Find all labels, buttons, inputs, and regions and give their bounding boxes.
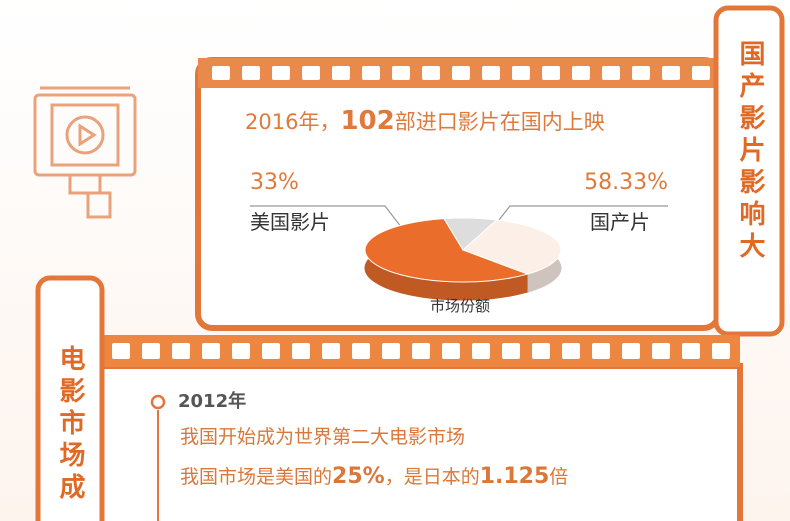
sprocket-hole xyxy=(632,66,650,80)
sprocket-hole xyxy=(542,66,560,80)
side-banner: 国产影片影响大 xyxy=(735,40,765,264)
sprocket-hole xyxy=(302,66,320,80)
timeline-text: 我国市场是美国的25%，是日本的1.125倍 xyxy=(180,466,568,488)
sprocket-hole xyxy=(362,66,380,80)
text-part: 我国市场是美国的 xyxy=(180,466,333,488)
sprocket-hole xyxy=(512,66,530,80)
sprocket-hole xyxy=(142,343,160,359)
heading: 2016年，102部进口影片在国内上映 xyxy=(245,108,605,134)
chart-caption: 市场份额 xyxy=(430,297,491,315)
sprocket-hole xyxy=(712,343,730,359)
section-title: 电影市场成 xyxy=(55,345,85,505)
bottom-frame xyxy=(97,363,743,521)
value-label: 33% xyxy=(250,170,299,195)
timeline-year: 2012年 xyxy=(178,391,247,412)
sprocket-hole xyxy=(272,66,290,80)
category-label: 美国影片 xyxy=(250,210,330,234)
sprocket-hole xyxy=(472,343,490,359)
timeline-dot xyxy=(150,394,166,410)
sprocket-hole xyxy=(662,66,680,80)
heading-number: 102 xyxy=(340,106,395,136)
sprocket-hole xyxy=(352,343,370,359)
sprocket-hole xyxy=(232,343,250,359)
sprocket-hole xyxy=(502,343,520,359)
sprocket-hole xyxy=(392,66,410,80)
sprocket-hole xyxy=(242,66,260,80)
sprocket-hole xyxy=(592,343,610,359)
sprocket-hole xyxy=(322,343,340,359)
leader-line xyxy=(494,205,668,226)
highlight: 25% xyxy=(332,464,385,489)
category-label: 国产片 xyxy=(590,210,650,234)
sprocket-hole xyxy=(172,343,190,359)
sprocket-hole xyxy=(682,343,700,359)
highlight: 1.125 xyxy=(479,464,550,489)
sprocket-hole xyxy=(622,343,640,359)
sprocket-hole xyxy=(692,66,710,80)
sprocket-hole xyxy=(412,343,430,359)
sprocket-hole xyxy=(572,66,590,80)
timeline-text: 我国开始成为世界第二大电影市场 xyxy=(180,428,465,447)
camera-icon xyxy=(33,86,137,219)
pie-slice xyxy=(443,217,498,251)
text-part: 倍 xyxy=(549,466,569,488)
sprocket-hole xyxy=(482,66,500,80)
sprocket-hole xyxy=(452,66,470,80)
sprocket-hole xyxy=(332,66,350,80)
pie-slice xyxy=(364,218,530,283)
sprocket-hole xyxy=(652,343,670,359)
sprocket-hole xyxy=(292,343,310,359)
sprocket-hole xyxy=(532,343,550,359)
text-part: ，是日本的 xyxy=(384,466,480,488)
sprocket-hole xyxy=(422,66,440,80)
sprocket-hole xyxy=(602,66,620,80)
sprocket-hole xyxy=(112,343,130,359)
heading-part: 2016年， xyxy=(245,110,341,134)
sprocket-hole xyxy=(202,343,220,359)
left-scroll xyxy=(35,275,105,521)
sprocket-hole xyxy=(212,66,230,80)
side-scroll xyxy=(713,5,785,337)
heading-part: 部进口影片在国内上映 xyxy=(394,110,605,134)
sprocket-hole xyxy=(442,343,460,359)
text-part: 我国开始成为世界第二大电影市场 xyxy=(180,426,466,448)
sprocket-hole xyxy=(262,343,280,359)
value-label: 58.33% xyxy=(584,170,668,195)
sprocket-hole xyxy=(382,343,400,359)
leader-line xyxy=(250,205,406,233)
sprocket-hole xyxy=(562,343,580,359)
pie-slice xyxy=(462,219,562,275)
